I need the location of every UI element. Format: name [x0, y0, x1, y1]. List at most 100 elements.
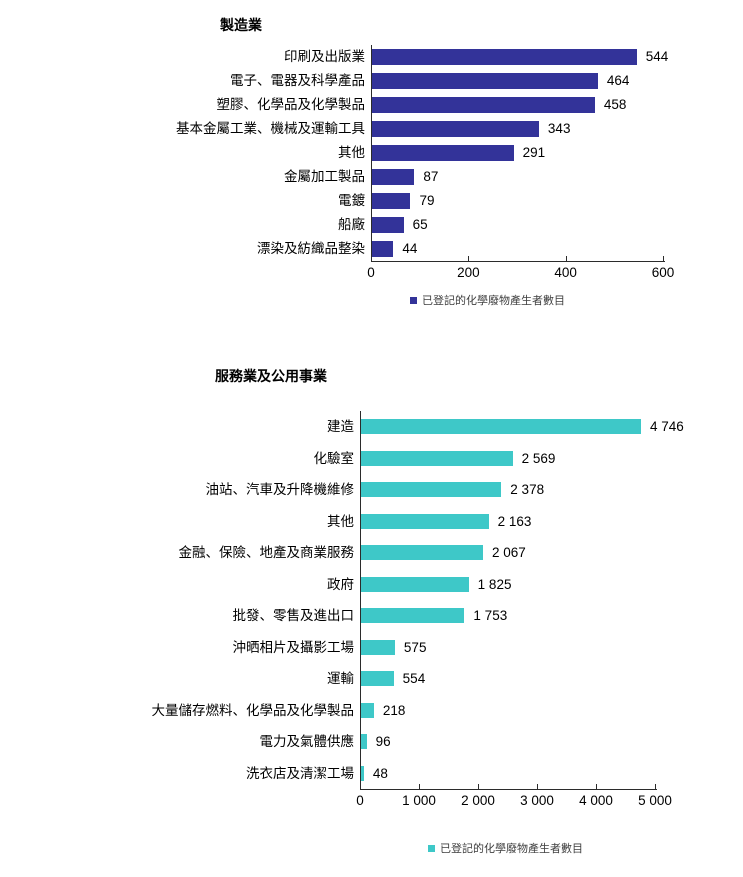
value-label: 554	[402, 671, 426, 686]
value-label: 96	[375, 734, 391, 749]
category-label: 金屬加工製品	[284, 169, 365, 184]
x-tick	[478, 784, 479, 790]
category-label: 電鍍	[338, 193, 365, 208]
x-tick	[360, 784, 361, 790]
x-tick	[537, 784, 538, 790]
bar-row: 電子、電器及科學產品 464	[230, 69, 666, 93]
bar	[372, 217, 404, 233]
value-label: 2 067	[491, 545, 526, 560]
x-tick	[663, 256, 664, 262]
bar-chart-manufacturing: 印刷及出版業 544 電子、電器及科學產品 464 塑膠、化學品及化學製品 458 基本金屬…	[176, 45, 674, 288]
bar-row: 化驗室 2 569	[314, 443, 658, 475]
value-label: 218	[382, 702, 406, 718]
bar	[361, 702, 374, 718]
plot-area: 印刷及出版業 544 電子、電器及科學產品 464 塑膠、化學品及化學製品 458 基本金屬…	[176, 45, 669, 261]
bar-row: 洗衣店及清潔工場 48	[246, 758, 658, 790]
category-label: 基本金屬工業、機械及運輸工具	[176, 121, 365, 136]
value-label: 87	[423, 169, 439, 184]
bar-row: 金融、保險、地產及商業服務 2 067	[179, 537, 658, 569]
bar-row: 運輸 554	[327, 663, 658, 695]
legend-label: 已登記的化學廢物產生者數目	[440, 843, 583, 855]
value-label: 48	[372, 765, 388, 781]
bar	[361, 734, 367, 749]
legend: 已登記的化學廢物產生者數目	[428, 840, 583, 856]
value-label: 464	[606, 73, 630, 88]
bar-row: 沖晒相片及攝影工場 575	[233, 632, 658, 664]
value-label: 544	[645, 49, 669, 64]
value-label: 458	[603, 97, 627, 112]
x-tick-label: 1 000	[402, 793, 436, 808]
bar-row: 大量儲存燃料、化學品及化學製品 218	[152, 695, 658, 727]
bar	[361, 576, 469, 592]
x-tick	[371, 256, 372, 262]
bar	[361, 450, 513, 466]
x-tick-label: 600	[651, 265, 675, 280]
bar	[361, 608, 465, 623]
category-label: 金融、保險、地產及商業服務	[178, 545, 355, 560]
category-label: 政府	[327, 576, 354, 592]
x-tick-label: 200	[457, 265, 480, 280]
bar-chart-services: 建造 4 746 化驗室 2 569 油站、汽車及升降機維修 2 378 其他 2 163 金融…	[152, 411, 684, 816]
bar	[361, 545, 483, 560]
value-label: 291	[522, 145, 546, 160]
category-label: 洗衣店及清潔工場	[246, 765, 354, 781]
bar-row: 其他 291	[338, 141, 666, 165]
bar	[361, 513, 489, 529]
bar	[361, 482, 502, 497]
legend-swatch-icon	[428, 844, 435, 852]
category-label: 電力及氣體供應	[259, 734, 355, 749]
bar	[372, 73, 598, 89]
category-label: 批發、零售及進出口	[232, 608, 355, 623]
x-tick	[468, 256, 470, 262]
bar-row: 建造 4 746	[327, 411, 684, 443]
bar-row: 基本金屬工業、機械及運輸工具 343	[176, 117, 666, 141]
bar-row: 其他 2 163	[327, 506, 658, 538]
value-label: 2 378	[510, 482, 545, 497]
x-tick-label: 3 000	[520, 793, 554, 808]
value-label: 1 753	[473, 608, 508, 623]
category-label: 漂染及紡織品整染	[257, 241, 365, 256]
bar	[361, 671, 394, 686]
x-axis: 0 200 400 600	[367, 256, 674, 288]
bar-row: 批發、零售及進出口 1 753	[233, 600, 658, 632]
bar	[361, 639, 395, 655]
value-label: 343	[547, 121, 571, 136]
bar	[372, 97, 595, 113]
bar-row: 電力及氣體供應 96	[260, 726, 658, 758]
category-label: 油站、汽車及升降機維修	[205, 482, 355, 497]
x-tick	[565, 256, 567, 262]
bar-row: 政府 1 825	[327, 569, 658, 601]
category-label: 大量儲存燃料、化學品及化學製品	[151, 702, 355, 718]
bar-row: 油站、汽車及升降機維修 2 378	[206, 474, 658, 506]
category-label: 電子、電器及科學產品	[230, 73, 365, 88]
bar-row: 漂染及紡織品整染 44	[257, 237, 666, 261]
x-tick-label: 0	[356, 793, 364, 808]
x-tick-label: 0	[367, 265, 375, 280]
bar	[361, 419, 641, 434]
x-axis: 0 1 000 2 000 3 000 4 000 5 000	[356, 784, 672, 816]
value-label: 65	[412, 217, 428, 232]
legend-swatch-icon	[410, 296, 417, 304]
category-label: 其他	[327, 513, 354, 529]
bar	[372, 193, 411, 209]
bar	[372, 121, 539, 137]
x-tick	[596, 784, 597, 790]
x-tick-label: 2 000	[461, 793, 495, 808]
x-tick-label: 400	[554, 265, 577, 280]
legend: 已登記的化學廢物產生者數目	[410, 292, 565, 308]
x-tick	[419, 784, 420, 790]
bar-row: 金屬加工製品 87	[284, 165, 666, 189]
chart-title-manufacturing: 製造業	[220, 17, 262, 33]
bar	[372, 169, 415, 185]
bar-row: 塑膠、化學品及化學製品 458	[217, 93, 666, 117]
legend-label: 已登記的化學廢物產生者數目	[422, 295, 565, 307]
chart-title-services: 服務業及公用事業	[215, 368, 327, 384]
x-tick-label: 5 000	[638, 793, 672, 808]
bar	[372, 145, 514, 161]
plot-area: 建造 4 746 化驗室 2 569 油站、汽車及升降機維修 2 378 其他 2 163 金融…	[152, 411, 684, 790]
value-label: 2 569	[521, 450, 556, 466]
bar	[361, 765, 364, 781]
bar	[372, 241, 394, 257]
bar-row: 印刷及出版業 544	[284, 45, 669, 69]
